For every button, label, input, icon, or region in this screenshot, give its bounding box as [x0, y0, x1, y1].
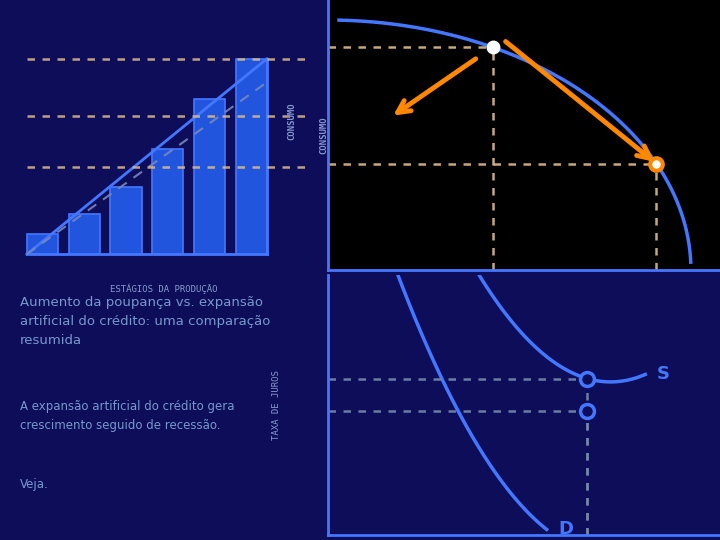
Text: S: S: [657, 366, 670, 383]
Text: D: D: [558, 521, 573, 538]
Text: Aumento da poupança vs. expansão
artificial do crédito: uma comparação
resumida: Aumento da poupança vs. expansão artific…: [20, 296, 271, 347]
Text: A expansão artificial do crédito gera
crescimento seguido de recessão.: A expansão artificial do crédito gera cr…: [20, 400, 235, 432]
Text: CONSUMO: CONSUMO: [288, 103, 297, 140]
Bar: [110, 186, 142, 254]
Bar: [235, 59, 267, 254]
Text: TAXA DE JUROS: TAXA DE JUROS: [272, 370, 281, 440]
Bar: [152, 149, 184, 254]
Bar: [27, 234, 58, 254]
Text: INVESTIMENTO: INVESTIMENTO: [578, 289, 642, 298]
Text: Veja.: Veja.: [20, 477, 49, 490]
Text: CONSUMO: CONSUMO: [320, 116, 328, 154]
Text: ESTÁGIOS DA PRODUÇÃO: ESTÁGIOS DA PRODUÇÃO: [110, 284, 217, 294]
Bar: [194, 99, 225, 254]
Bar: [68, 214, 100, 254]
